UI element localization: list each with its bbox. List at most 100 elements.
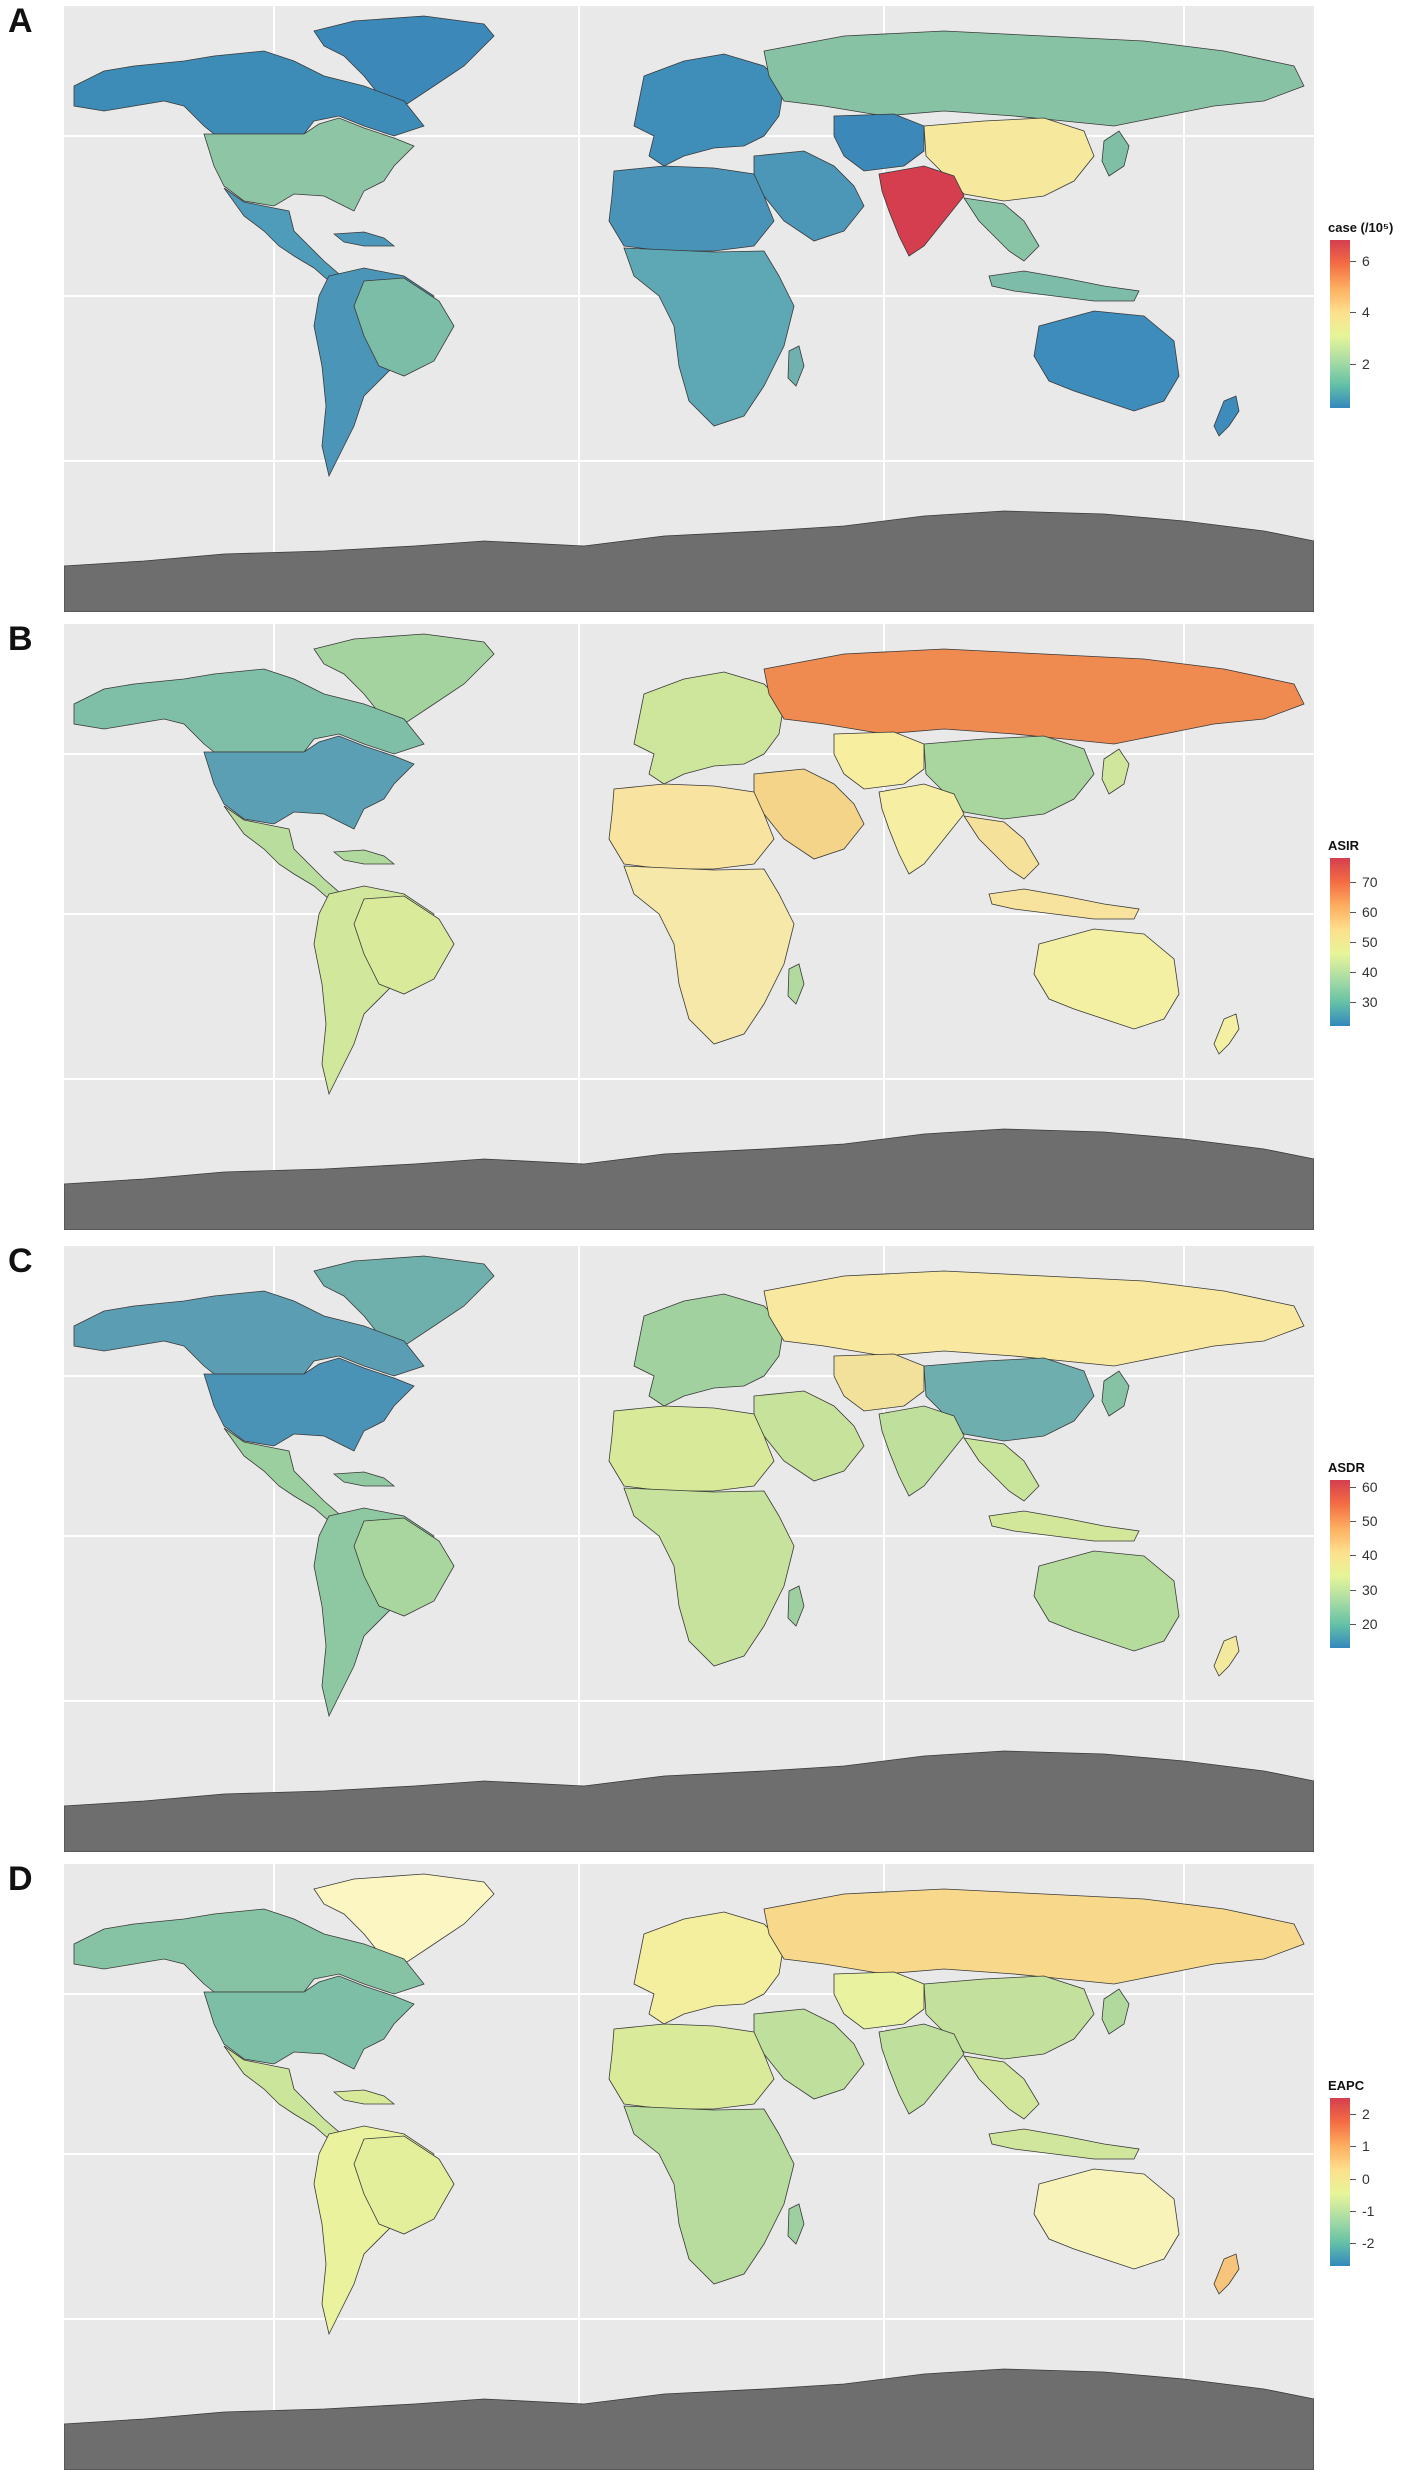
region-madagascar [787,1585,805,1627]
region-middle-east [753,2008,865,2100]
legend-color-bar [1330,240,1350,408]
region-japan [1101,130,1130,177]
region-caribbean [332,231,396,247]
region-sub-sahara [623,865,795,1045]
legend-tick-mark [1350,2211,1356,2213]
region-india [878,783,965,875]
legend-color-bar [1330,1480,1350,1648]
region-sub-sahara [623,247,795,427]
region-north-africa [608,783,775,870]
map-panel-c: C ASDR 60 50 40 30 20 [0,1240,1418,1860]
region-russia [763,1888,1305,1985]
region-australia [1033,310,1180,412]
world-map [64,1864,1314,2470]
legend-tick-mark [1350,1486,1356,1488]
legend-tick-label: 20 [1362,1616,1378,1632]
legend-tick-label: 1 [1362,2138,1370,2155]
region-india [878,2023,965,2115]
region-greenland [313,633,495,725]
region-madagascar [787,2203,805,2245]
region-russia [763,30,1305,127]
legend-tick-label: 70 [1362,874,1378,890]
legend-color-bar [1330,2098,1350,2266]
panel-letter: C [8,1242,33,1280]
region-usa [203,117,415,212]
legend-tick-label: 0 [1362,2170,1370,2187]
legend-tick-mark [1350,312,1356,314]
region-se-asia [963,815,1040,880]
region-japan [1101,1988,1130,2035]
legend-tick-label: 60 [1362,1478,1378,1495]
region-antarctica [64,1750,1314,1852]
legend-tick-label: 4 [1362,304,1370,321]
color-legend: ASIR 70 60 50 40 30 [1328,838,1418,1038]
legend-tick-label: 40 [1362,964,1378,980]
panel-letter: A [8,2,33,40]
region-central-asia [833,731,925,790]
region-madagascar [787,345,805,387]
region-japan [1101,748,1130,795]
region-indonesia [988,888,1140,920]
region-new-zealand [1213,2253,1240,2295]
region-australia [1033,2168,1180,2270]
region-brazil [353,1517,455,1617]
legend-tick-mark [1350,1589,1356,1591]
region-brazil [353,277,455,377]
world-map [64,624,1314,1230]
region-usa [203,1357,415,1452]
legend-tick-mark [1350,364,1356,366]
region-sub-sahara [623,2105,795,2285]
legend-tick-mark [1350,942,1356,943]
legend-tick-label: 6 [1362,252,1370,269]
panel-letter: B [8,620,33,658]
region-caribbean [332,1471,396,1487]
region-greenland [313,1255,495,1347]
region-australia [1033,1550,1180,1652]
region-se-asia [963,2055,1040,2120]
region-north-america [73,668,425,755]
map-panel-d: D EAPC 2 1 0 -1 -2 [0,1858,1418,2478]
region-greenland [313,15,495,107]
region-antarctica [64,2368,1314,2470]
legend-tick-label: 30 [1362,994,1378,1010]
legend-title: ASIR [1328,838,1360,853]
region-caribbean [332,2089,396,2105]
region-usa [203,735,415,830]
world-map [64,6,1314,612]
region-india [878,165,965,257]
color-legend: case (/10⁵) 6 4 2 [1328,220,1418,420]
region-new-zealand [1213,1635,1240,1677]
legend-tick-label: 50 [1362,934,1378,950]
legend-tick-label: -2 [1362,2235,1375,2252]
region-china [923,117,1095,202]
legend-tick-mark [1350,2146,1356,2148]
legend-tick-mark [1350,1521,1356,1523]
region-china [923,1357,1095,1442]
region-europe [633,671,785,785]
legend-tick-label: 60 [1362,904,1378,920]
region-new-zealand [1213,1013,1240,1055]
world-map [64,1246,1314,1852]
region-brazil [353,895,455,995]
region-middle-east [753,150,865,242]
legend-tick-mark [1350,1555,1356,1557]
legend-tick-mark [1350,2114,1356,2116]
color-legend: ASDR 60 50 40 30 20 [1328,1460,1418,1660]
legend-tick-label: 30 [1362,1581,1378,1598]
region-central-asia [833,113,925,172]
legend-tick-mark [1350,882,1356,883]
legend-tick-mark [1350,2178,1356,2180]
region-new-zealand [1213,395,1240,437]
region-se-asia [963,1437,1040,1502]
region-sub-sahara [623,1487,795,1667]
region-europe [633,1293,785,1407]
region-china [923,1975,1095,2060]
region-greenland [313,1873,495,1965]
panel-letter: D [8,1860,33,1898]
region-russia [763,648,1305,745]
legend-tick-mark [1350,912,1356,913]
region-brazil [353,2135,455,2235]
region-indonesia [988,270,1140,302]
region-middle-east [753,768,865,860]
legend-title: ASDR [1328,1460,1365,1475]
